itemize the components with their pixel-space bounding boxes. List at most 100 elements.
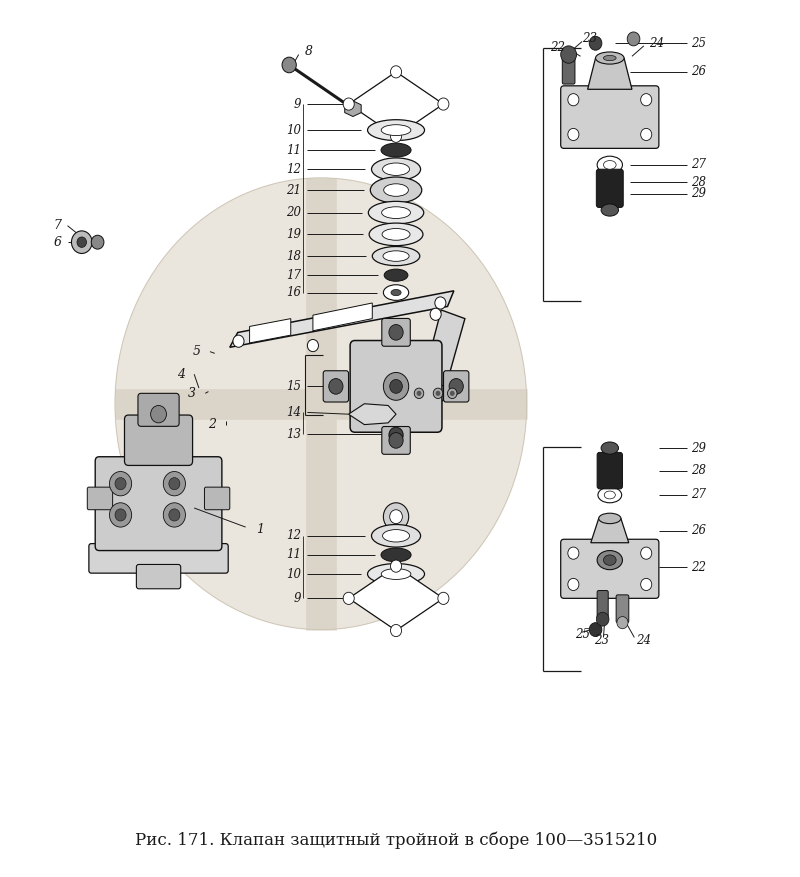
Circle shape	[169, 509, 180, 521]
Polygon shape	[349, 567, 443, 631]
Ellipse shape	[381, 143, 411, 157]
Circle shape	[389, 427, 403, 443]
Polygon shape	[590, 518, 629, 543]
Text: 12: 12	[286, 530, 301, 542]
FancyBboxPatch shape	[443, 371, 469, 402]
FancyBboxPatch shape	[597, 453, 622, 488]
Text: 29: 29	[691, 187, 706, 200]
Text: 26: 26	[691, 524, 706, 537]
Text: 10: 10	[286, 567, 301, 581]
Ellipse shape	[382, 229, 410, 240]
FancyBboxPatch shape	[561, 86, 659, 148]
Text: 7: 7	[53, 219, 61, 232]
Text: 10: 10	[286, 124, 301, 137]
Circle shape	[438, 98, 449, 111]
Circle shape	[436, 391, 440, 396]
Circle shape	[390, 510, 402, 524]
Ellipse shape	[371, 158, 421, 181]
Circle shape	[450, 391, 454, 396]
Text: 6: 6	[53, 236, 61, 249]
Ellipse shape	[384, 269, 408, 282]
Circle shape	[617, 617, 628, 629]
Ellipse shape	[370, 177, 422, 203]
Ellipse shape	[383, 285, 409, 301]
Circle shape	[390, 560, 402, 572]
Ellipse shape	[598, 513, 621, 524]
Polygon shape	[422, 310, 465, 387]
Ellipse shape	[367, 564, 425, 584]
Text: 26: 26	[691, 66, 706, 78]
Circle shape	[627, 32, 640, 46]
Text: 16: 16	[286, 286, 301, 299]
Text: 12: 12	[286, 163, 301, 175]
Circle shape	[163, 472, 186, 496]
Circle shape	[307, 339, 318, 352]
FancyBboxPatch shape	[136, 565, 181, 588]
Circle shape	[389, 432, 403, 448]
Ellipse shape	[603, 160, 616, 169]
FancyBboxPatch shape	[382, 318, 410, 346]
Text: 11: 11	[286, 144, 301, 157]
Ellipse shape	[595, 52, 624, 64]
FancyBboxPatch shape	[323, 371, 349, 402]
FancyBboxPatch shape	[95, 457, 222, 551]
FancyBboxPatch shape	[561, 539, 659, 598]
Text: 2: 2	[208, 418, 216, 431]
Text: 9: 9	[294, 592, 301, 605]
Circle shape	[447, 389, 457, 398]
Text: 5: 5	[193, 346, 201, 358]
Circle shape	[389, 324, 403, 340]
Polygon shape	[345, 101, 361, 117]
FancyBboxPatch shape	[350, 340, 442, 432]
Text: 11: 11	[286, 548, 301, 561]
Circle shape	[568, 547, 579, 560]
Text: Рис. 171. Клапан защитный тройной в сборе 100—3515210: Рис. 171. Клапан защитный тройной в сбор…	[135, 831, 657, 849]
Text: 28: 28	[691, 175, 706, 189]
Circle shape	[390, 380, 402, 393]
FancyBboxPatch shape	[138, 393, 179, 426]
Text: 14: 14	[286, 406, 301, 419]
Circle shape	[233, 335, 244, 347]
Circle shape	[110, 503, 132, 527]
FancyBboxPatch shape	[596, 169, 623, 208]
Circle shape	[71, 231, 92, 253]
Text: 23: 23	[594, 633, 609, 646]
FancyBboxPatch shape	[89, 544, 228, 574]
Circle shape	[150, 405, 166, 423]
Circle shape	[568, 94, 579, 106]
Circle shape	[390, 66, 402, 78]
Circle shape	[590, 36, 602, 50]
Text: 27: 27	[691, 488, 706, 502]
Text: 27: 27	[691, 159, 706, 171]
Polygon shape	[115, 178, 526, 630]
Ellipse shape	[603, 55, 616, 61]
Ellipse shape	[597, 156, 622, 174]
Circle shape	[343, 98, 354, 111]
Text: 1: 1	[256, 524, 264, 536]
Circle shape	[641, 128, 652, 140]
Ellipse shape	[604, 491, 615, 499]
Circle shape	[163, 503, 186, 527]
Ellipse shape	[384, 184, 408, 196]
Text: 17: 17	[286, 268, 301, 282]
FancyBboxPatch shape	[382, 426, 410, 454]
Text: 22: 22	[550, 41, 565, 54]
Text: 13: 13	[286, 428, 301, 440]
FancyBboxPatch shape	[562, 53, 575, 84]
Text: 24: 24	[650, 37, 664, 50]
Circle shape	[390, 624, 402, 637]
Circle shape	[568, 578, 579, 590]
Polygon shape	[313, 303, 372, 331]
Ellipse shape	[391, 289, 401, 296]
Ellipse shape	[601, 204, 618, 216]
Ellipse shape	[369, 223, 423, 246]
Ellipse shape	[367, 119, 425, 140]
Ellipse shape	[368, 202, 424, 224]
Circle shape	[449, 379, 463, 394]
Text: 18: 18	[286, 250, 301, 262]
Ellipse shape	[382, 125, 411, 136]
FancyBboxPatch shape	[87, 487, 113, 510]
Circle shape	[110, 472, 132, 496]
Polygon shape	[408, 385, 463, 400]
Circle shape	[282, 57, 296, 73]
